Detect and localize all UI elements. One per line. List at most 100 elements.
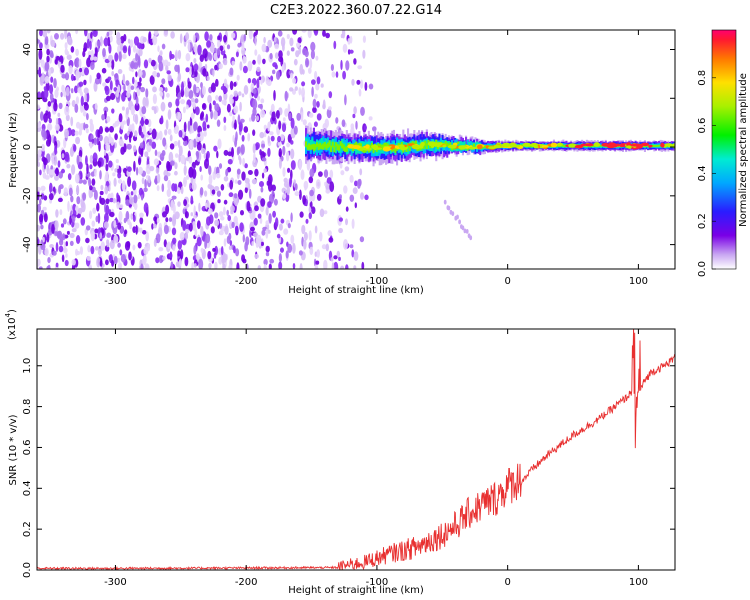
- noise-speckle: [118, 262, 122, 269]
- signal-band-segment: [378, 143, 381, 150]
- signal-band-segment: [408, 146, 411, 152]
- noise-speckle: [76, 196, 81, 205]
- noise-speckle: [287, 167, 291, 173]
- noise-speckle: [99, 190, 104, 196]
- noise-speckle: [305, 218, 309, 224]
- noise-speckle: [89, 122, 94, 133]
- noise-speckle: [43, 88, 49, 99]
- noise-speckle: [189, 182, 192, 190]
- noise-speckle: [218, 163, 223, 169]
- signal-band-segment: [419, 139, 422, 148]
- noise-speckle: [44, 61, 50, 72]
- noise-speckle: [235, 51, 239, 58]
- faint-streak: [443, 199, 447, 205]
- noise-speckle: [287, 243, 293, 253]
- noise-speckle: [172, 237, 177, 244]
- noise-speckle: [353, 265, 357, 269]
- noise-speckle: [328, 237, 334, 243]
- signal-band-segment: [670, 145, 673, 147]
- noise-speckle: [185, 53, 191, 62]
- noise-speckle: [327, 230, 332, 237]
- noise-speckle: [208, 165, 212, 176]
- noise-speckle: [280, 247, 284, 253]
- snr-y-axis-label: SNR (10 * v/v): [8, 414, 19, 485]
- faint-streak: [465, 229, 469, 234]
- noise-speckle: [225, 168, 229, 177]
- noise-speckle: [357, 65, 363, 70]
- noise-speckle: [257, 55, 261, 64]
- noise-speckle: [277, 135, 282, 143]
- noise-speckle: [202, 48, 208, 59]
- noise-speckle: [102, 47, 106, 58]
- noise-speckle: [37, 203, 41, 213]
- noise-speckle: [96, 72, 101, 80]
- noise-speckle: [216, 119, 221, 127]
- signal-band-segment: [323, 141, 326, 148]
- noise-speckle: [179, 231, 185, 241]
- noise-speckle: [342, 43, 348, 53]
- noise-speckle: [282, 167, 286, 177]
- noise-speckle: [217, 39, 221, 49]
- signal-band-segment: [344, 142, 347, 150]
- noise-speckle: [142, 140, 146, 151]
- noise-speckle: [193, 58, 197, 64]
- noise-speckle: [265, 228, 269, 239]
- noise-speckle: [158, 130, 163, 141]
- noise-speckle: [123, 217, 127, 224]
- signal-band-segment: [407, 145, 410, 155]
- noise-speckle: [40, 111, 44, 121]
- noise-speckle: [209, 34, 213, 41]
- signal-hotspot: [433, 142, 440, 147]
- noise-speckle: [64, 151, 70, 162]
- noise-speckle: [294, 191, 300, 197]
- noise-speckle: [278, 120, 282, 130]
- noise-speckle: [105, 259, 109, 266]
- noise-speckle: [166, 172, 171, 177]
- noise-speckle: [57, 160, 61, 168]
- noise-speckle: [248, 188, 252, 199]
- noise-speckle: [308, 206, 312, 213]
- noise-speckle: [143, 187, 148, 193]
- noise-speckle: [86, 92, 90, 103]
- noise-speckle: [63, 90, 67, 97]
- noise-speckle: [106, 115, 111, 123]
- noise-speckle: [37, 258, 41, 266]
- noise-speckle: [198, 202, 201, 212]
- noise-speckle: [156, 72, 160, 78]
- noise-speckle: [167, 101, 173, 108]
- noise-speckle: [74, 130, 79, 136]
- noise-speckle: [243, 34, 247, 42]
- noise-speckle: [242, 65, 248, 74]
- noise-speckle: [102, 82, 107, 87]
- noise-speckle: [163, 175, 169, 182]
- noise-speckle: [316, 113, 322, 121]
- noise-speckle: [157, 45, 160, 52]
- signal-band-segment: [466, 148, 469, 151]
- noise-speckle: [289, 177, 292, 185]
- noise-speckle: [214, 186, 220, 191]
- noise-speckle: [117, 222, 122, 230]
- noise-speckle: [342, 70, 346, 80]
- noise-speckle: [114, 168, 118, 173]
- noise-speckle: [331, 262, 335, 269]
- noise-speckle: [234, 179, 238, 184]
- noise-speckle: [190, 112, 195, 120]
- noise-speckle: [214, 261, 218, 269]
- noise-speckle: [315, 83, 320, 91]
- signal-band-segment: [309, 144, 312, 150]
- noise-speckle: [314, 70, 318, 80]
- noise-speckle: [252, 129, 256, 136]
- noise-speckle: [194, 98, 199, 104]
- noise-speckle: [311, 206, 316, 214]
- noise-speckle: [135, 53, 139, 62]
- noise-speckle: [202, 68, 207, 77]
- noise-speckle: [84, 93, 87, 102]
- noise-speckle: [54, 144, 58, 156]
- noise-speckle: [68, 187, 73, 197]
- noise-speckle: [278, 253, 282, 263]
- noise-speckle: [77, 87, 82, 94]
- noise-speckle: [48, 193, 54, 201]
- noise-speckle: [231, 120, 235, 129]
- noise-speckle: [63, 187, 68, 197]
- noise-speckle: [218, 211, 224, 218]
